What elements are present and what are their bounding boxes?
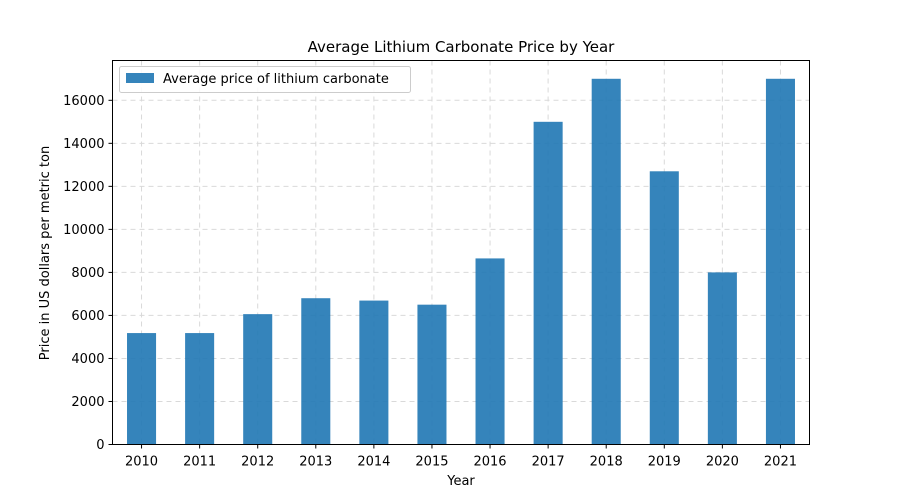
x-tick-label: 2013 — [299, 455, 332, 470]
x-tick-label: 2018 — [590, 455, 623, 470]
y-tick-label: 14000 — [63, 137, 104, 152]
x-tick-label: 2017 — [532, 455, 565, 470]
bar-2021 — [765, 78, 795, 445]
y-tick-label: 4000 — [71, 352, 104, 367]
legend-label: Average price of lithium carbonate — [163, 72, 389, 87]
x-tick-label: 2010 — [125, 455, 158, 470]
bar-2012 — [243, 314, 273, 445]
bar-2014 — [359, 300, 389, 445]
x-tick-label: 2019 — [648, 455, 681, 470]
x-tick-label: 2016 — [473, 455, 506, 470]
y-tick-label: 10000 — [63, 223, 104, 238]
x-tick-label: 2021 — [764, 455, 797, 470]
bar-2018 — [591, 78, 621, 445]
y-tick-label: 8000 — [71, 266, 104, 281]
y-tick-label: 2000 — [71, 395, 104, 410]
legend: Average price of lithium carbonate — [119, 66, 411, 93]
chart-title: Average Lithium Carbonate Price by Year — [308, 38, 616, 56]
bar-2020 — [707, 272, 737, 445]
y-tick-label: 0 — [96, 438, 104, 453]
y-axis-label: Price in US dollars per metric ton — [38, 146, 53, 360]
y-tick-label: 12000 — [63, 180, 104, 195]
x-tick-label: 2020 — [706, 455, 739, 470]
legend-swatch — [126, 73, 154, 83]
x-tick-label: 2015 — [415, 455, 448, 470]
bar-2011 — [185, 333, 215, 445]
bar-2017 — [533, 121, 563, 445]
bar-2013 — [301, 298, 331, 445]
x-tick-label: 2011 — [183, 455, 216, 470]
bar-layer — [127, 78, 795, 445]
y-tick-label: 6000 — [71, 309, 104, 324]
legend-box — [119, 66, 411, 93]
x-axis-label: Year — [446, 474, 475, 489]
bar-2016 — [475, 258, 505, 445]
bar-2010 — [127, 333, 157, 445]
bar-2015 — [417, 304, 447, 445]
x-tick-label: 2012 — [241, 455, 274, 470]
plot-frame — [112, 60, 810, 445]
tick-layer: 0 2000 4000 6000 8000 10000 12000 14000 16000 201… — [63, 94, 797, 470]
bar-2019 — [649, 171, 679, 445]
x-tick-label: 2014 — [357, 455, 390, 470]
grid-layer — [112, 60, 810, 445]
y-tick-label: 16000 — [63, 94, 104, 109]
